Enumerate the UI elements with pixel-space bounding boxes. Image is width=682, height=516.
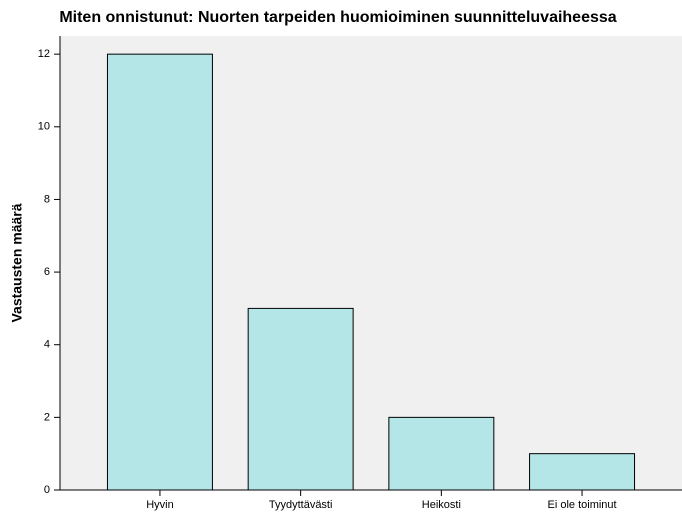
y-tick-label: 6 [44,266,50,278]
y-axis-label: Vastausten määrä [9,203,25,322]
y-tick-label: 8 [44,193,50,205]
chart-title: Miten onnistunut: Nuorten tarpeiden huom… [59,9,616,26]
y-tick-label: 4 [44,339,50,351]
y-tick-label: 0 [44,484,50,496]
x-tick-label: Heikosti [422,499,461,511]
y-tick-label: 10 [38,121,50,133]
x-tick-label: Tyydyttävästi [269,499,333,511]
x-tick-label: Hyvin [146,499,174,511]
x-tick-label: Ei ole toiminut [548,499,617,511]
bar [388,416,495,491]
bar [106,53,213,491]
y-tick-label: 12 [38,48,50,60]
y-tick-label: 2 [44,411,50,423]
bar [247,307,354,491]
bar [529,453,636,491]
